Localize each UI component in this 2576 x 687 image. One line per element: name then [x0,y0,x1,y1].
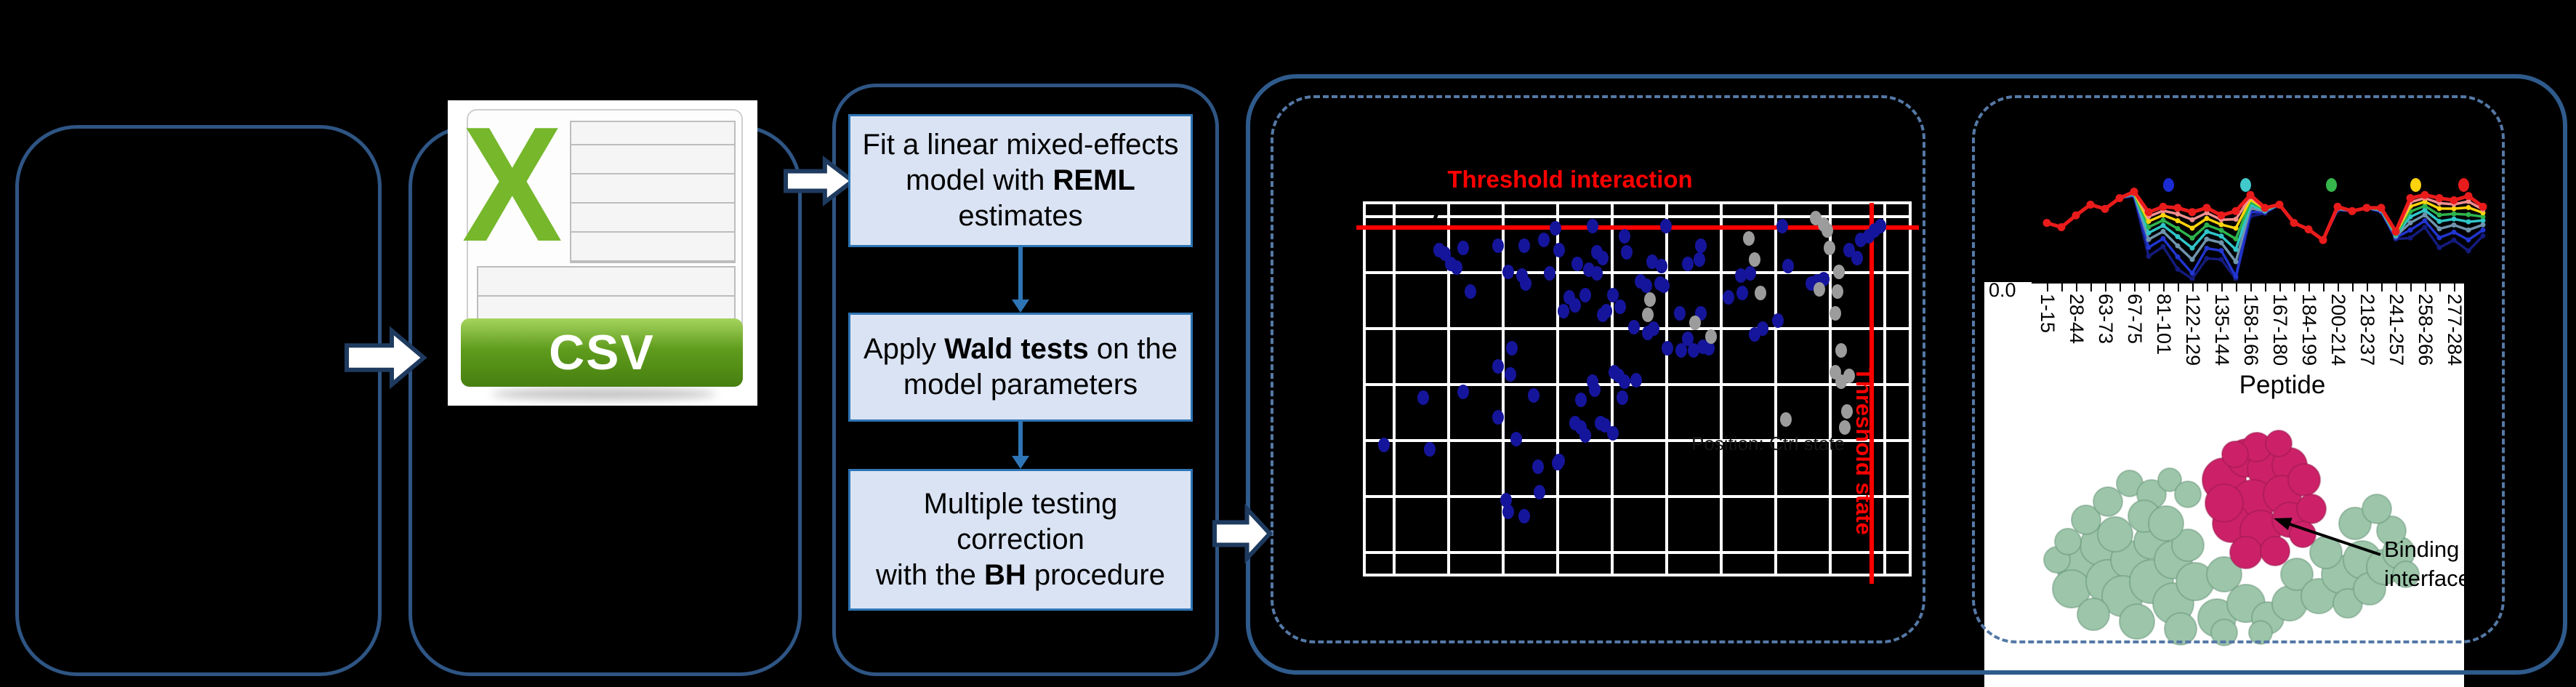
down-arrow-connector [1012,247,1029,313]
x-axis-tick [2221,284,2223,292]
x-axis-tick [2425,284,2426,292]
x-axis-tick [2323,284,2325,292]
x-axis-tick [2105,284,2106,292]
x-axis-tick [2265,284,2266,292]
flow-arrow-icon [345,326,427,390]
x-axis-tick [2061,284,2063,292]
threshold-state-label: Threshold state [1851,367,1877,535]
structure-paper: 0.0 1-15 28-44 63-73 67-75 81-101 122-129 135-… [1984,282,2464,687]
x-axis-tick [2454,284,2455,292]
x-axis-tick [2279,284,2281,292]
down-arrow-connector [1012,422,1029,469]
scatter-legend-faint-label: Position: Ctrl state [1691,433,1845,454]
x-axis-tick [2338,284,2339,292]
csv-banner-label: CSV [549,325,655,380]
spreadsheet-grid-icon [570,121,736,263]
threshold-interaction-label: Threshold interaction [1447,166,1693,193]
legend-dot-icon [2240,178,2251,192]
x-axis-tick [2163,284,2165,292]
flow-arrow-icon [1212,503,1273,564]
x-axis-tick [2149,284,2150,292]
legend-dot-icon [2326,178,2337,192]
x-axis-tick [2410,284,2412,292]
flow-arrow-icon [784,155,856,207]
x-axis-tick [2047,284,2048,292]
panel-statistical-workflow [832,84,1219,676]
subpanel-peptide-structure [1972,95,2505,643]
x-axis-tick [2439,284,2441,292]
x-axis-tick [2352,284,2354,292]
x-axis-tick [2236,284,2237,292]
volcano-scatter-plot [1356,201,1919,584]
csv-banner: CSV [461,318,743,387]
step-box-bh: Multiple testing correction with the BH p… [848,469,1193,611]
x-axis-tick [2076,284,2077,292]
x-axis-tick [2192,284,2194,292]
panel-outputs [1246,74,2567,675]
legend-dot-icon [2410,178,2421,192]
step-box-lmm: Fit a linear mixed-effects model with RE… [848,114,1193,247]
x-axis-tick [2120,284,2121,292]
panel-raw-data [15,125,382,676]
legend-dot-icon [2458,178,2469,192]
binding-interface-label: Binding interface [2384,537,2464,592]
step-box-wald: Apply Wald tests on the model parameters [848,313,1193,422]
icon-shadow [491,388,717,400]
subpanel-volcano-plot [1271,95,1925,643]
x-axis-tick [2207,284,2208,292]
uptake-line-chart [2042,188,2487,282]
x-axis-line [2032,281,2464,284]
x-axis-tick [2309,284,2310,292]
x-axis-tick [2294,284,2295,292]
x-axis-tick [2367,284,2368,292]
legend-dot-icon [2163,178,2174,192]
csv-file-icon: X CSV [448,92,757,406]
x-axis-title: Peptide [2239,371,2326,399]
x-axis-tick [2178,284,2179,292]
x-axis-tick [2134,284,2136,292]
x-axis-tick [2381,284,2383,292]
y-axis-zero-tick: 0.0 [1989,282,2016,301]
x-axis-tick [2250,284,2252,292]
x-axis-tick [2396,284,2397,292]
excel-x-icon: X [462,92,563,276]
protein-structure-image [2043,430,2420,646]
x-axis-tick [2090,284,2092,292]
